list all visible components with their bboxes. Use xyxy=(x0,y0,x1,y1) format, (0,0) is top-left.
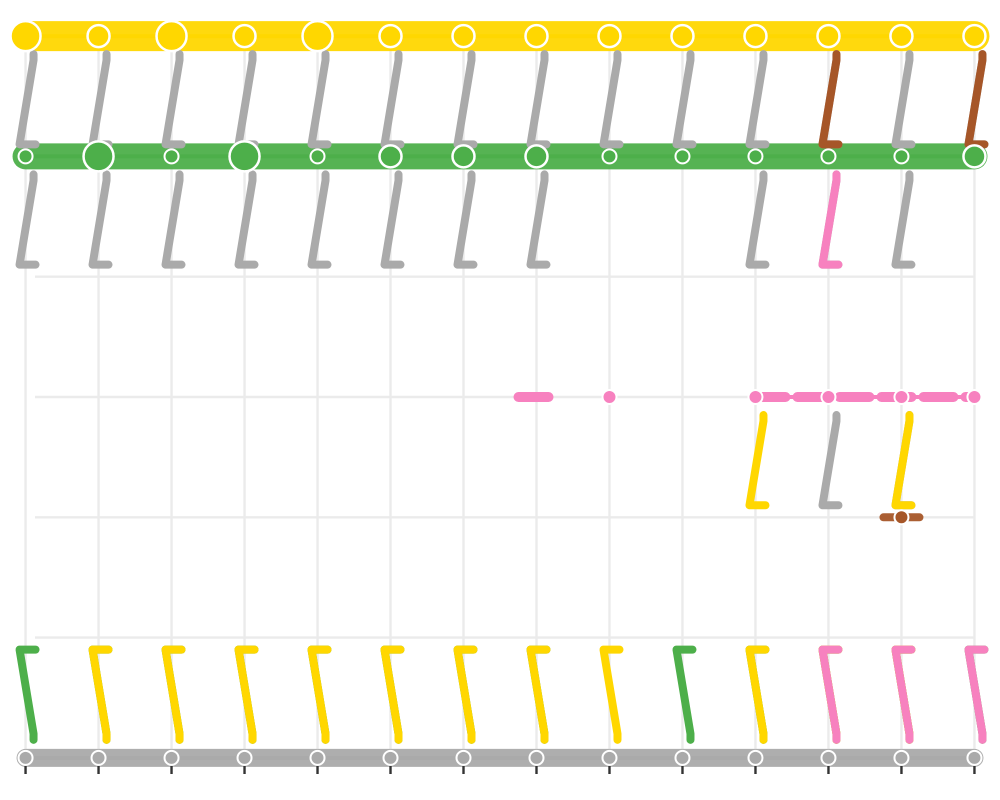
link-yellow xyxy=(307,645,332,744)
link-gray xyxy=(161,170,186,269)
link-gray xyxy=(234,170,259,269)
link-yellow xyxy=(526,645,551,744)
link-gray xyxy=(672,50,697,149)
link-gray xyxy=(526,170,551,269)
data-point-yellow xyxy=(9,19,42,53)
data-point-green xyxy=(163,148,180,165)
data-point-gray xyxy=(601,749,618,766)
data-point-yellow xyxy=(155,19,188,53)
link-gray xyxy=(891,50,916,149)
data-point-yellow xyxy=(816,23,841,49)
data-point-green xyxy=(601,148,618,165)
data-point-green xyxy=(674,148,691,165)
data-point-yellow xyxy=(743,23,768,49)
link-gray xyxy=(88,170,113,269)
data-point-gray xyxy=(17,749,34,766)
data-point-pink xyxy=(820,388,837,405)
link-brown xyxy=(964,50,989,149)
transition-links xyxy=(15,50,989,744)
data-point-green xyxy=(451,144,476,169)
data-point-pink xyxy=(601,388,618,405)
data-point-gray xyxy=(966,749,983,766)
data-point-gray xyxy=(528,749,545,766)
link-yellow xyxy=(745,411,770,510)
data-point-yellow xyxy=(232,23,257,49)
link-gray xyxy=(88,50,113,149)
link-pink xyxy=(891,645,916,744)
link-gray xyxy=(745,170,770,269)
data-point-yellow xyxy=(301,19,334,53)
data-point-green xyxy=(893,148,910,165)
data-point-gray xyxy=(747,749,764,766)
data-point-green xyxy=(17,148,34,165)
data-point-green xyxy=(82,140,115,173)
data-point-gray xyxy=(163,749,180,766)
link-yellow xyxy=(380,645,405,744)
link-gray xyxy=(161,50,186,149)
x-axis-ticks xyxy=(24,766,976,774)
data-point-gray xyxy=(455,749,472,766)
data-point-gray xyxy=(820,749,837,766)
link-gray xyxy=(599,50,624,149)
link-green xyxy=(15,645,40,744)
data-point-gray xyxy=(382,749,399,766)
link-pink xyxy=(818,170,843,269)
link-yellow xyxy=(891,411,916,510)
data-point-green xyxy=(747,148,764,165)
data-point-yellow xyxy=(378,23,403,49)
data-point-yellow xyxy=(962,23,987,49)
link-gray xyxy=(307,170,332,269)
link-gray xyxy=(453,170,478,269)
link-pink xyxy=(818,645,843,744)
data-point-green xyxy=(309,148,326,165)
link-yellow xyxy=(234,645,259,744)
data-point-pink xyxy=(747,388,764,405)
data-point-green xyxy=(524,144,549,169)
data-point-gray xyxy=(674,749,691,766)
data-point-yellow xyxy=(670,23,695,49)
link-gray xyxy=(15,170,40,269)
link-gray xyxy=(745,50,770,149)
data-point-yellow xyxy=(889,23,914,49)
link-yellow xyxy=(161,645,186,744)
data-point-green xyxy=(962,144,987,169)
data-point-gray xyxy=(90,749,107,766)
data-point-gray xyxy=(236,749,253,766)
data-point-gray xyxy=(309,749,326,766)
data-point-pink xyxy=(893,388,910,405)
data-point-yellow xyxy=(524,23,549,49)
link-gray xyxy=(380,170,405,269)
link-gray xyxy=(380,50,405,149)
link-gray xyxy=(15,50,40,149)
data-point-yellow xyxy=(597,23,622,49)
data-point-yellow xyxy=(86,23,111,49)
link-gray xyxy=(307,50,332,149)
data-point-pink xyxy=(966,388,983,405)
link-gray xyxy=(891,170,916,269)
data-point-green xyxy=(378,144,403,169)
data-point-yellow xyxy=(451,23,476,49)
link-yellow xyxy=(745,645,770,744)
data-point-brown xyxy=(893,509,910,526)
data-point-gray xyxy=(893,749,910,766)
data-point-green xyxy=(228,140,261,173)
link-gray xyxy=(526,50,551,149)
link-brown xyxy=(818,50,843,149)
data-points xyxy=(9,19,987,766)
link-gray xyxy=(818,411,843,510)
link-yellow xyxy=(453,645,478,744)
data-point-green xyxy=(820,148,837,165)
link-gray xyxy=(234,50,259,149)
link-yellow xyxy=(599,645,624,744)
link-pink xyxy=(964,645,989,744)
link-green xyxy=(672,645,697,744)
link-yellow xyxy=(88,645,113,744)
link-gray xyxy=(453,50,478,149)
